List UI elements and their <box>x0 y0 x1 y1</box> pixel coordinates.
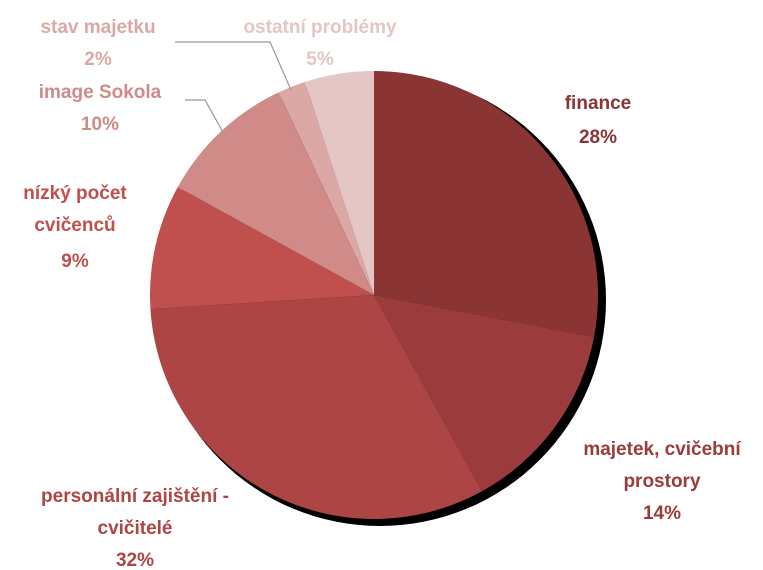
value-label: 9% <box>61 251 89 272</box>
value-label: 10% <box>80 114 120 135</box>
slice-label: nízký počet cvičenců <box>23 183 127 236</box>
slice-label: image Sokola <box>38 82 162 103</box>
value-label: 32% <box>115 550 155 570</box>
slice-label: finance <box>564 93 632 114</box>
slice-label: personální zajištění - cvičitelé <box>41 486 229 539</box>
leader-line <box>185 99 225 135</box>
pie-slice <box>304 71 374 295</box>
slice-label: stav majetku <box>40 17 156 38</box>
pie-slice <box>278 81 374 295</box>
slice-label: majetek, cvičební prostory <box>583 439 741 492</box>
pie-slice <box>374 295 595 492</box>
leader-line <box>175 41 292 91</box>
value-label: 5% <box>306 49 334 70</box>
value-label: 2% <box>84 49 112 70</box>
pie-slice <box>150 187 374 310</box>
pie-slice <box>177 92 374 295</box>
pie-slice <box>150 295 482 520</box>
pie-slice <box>374 71 598 337</box>
value-label: 14% <box>642 503 682 524</box>
value-label: 28% <box>578 127 618 148</box>
slice-label: ostatní problémy <box>243 17 397 38</box>
